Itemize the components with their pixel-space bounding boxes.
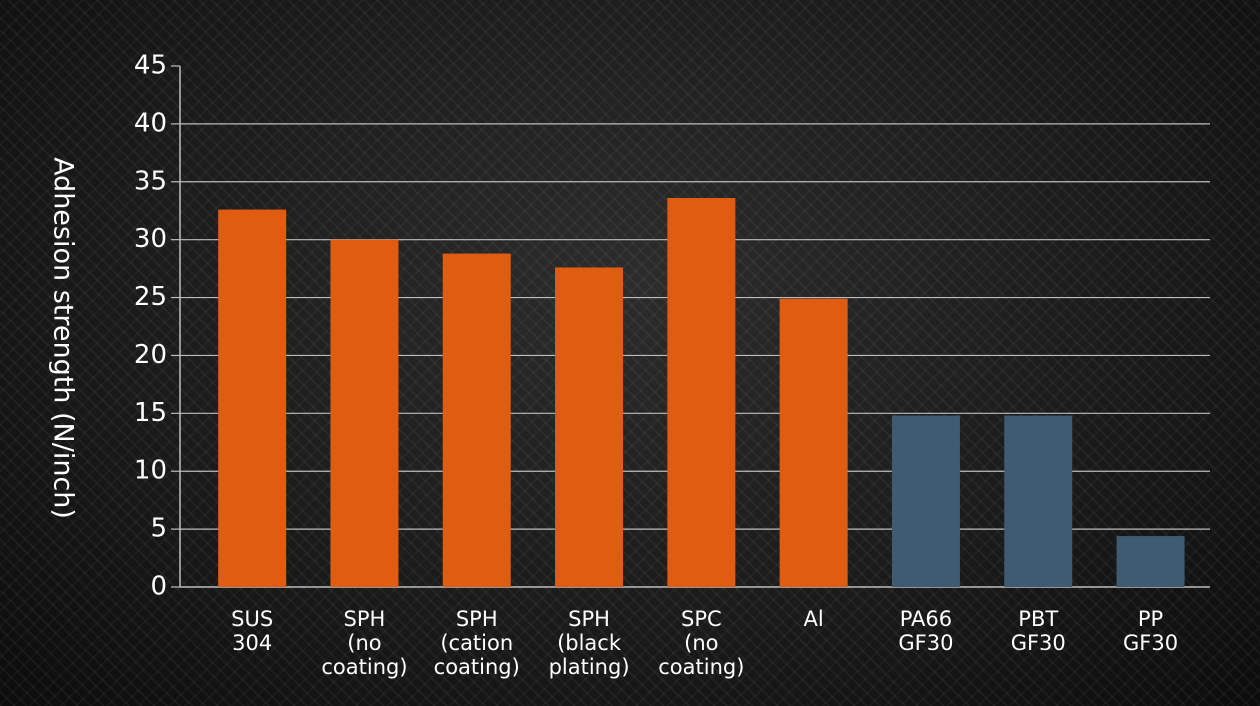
x-category-label-line: (no bbox=[347, 631, 381, 655]
x-category-label-line: coating) bbox=[434, 655, 520, 679]
x-category-label-line: SPH bbox=[568, 607, 610, 631]
bar bbox=[330, 239, 399, 587]
bar bbox=[442, 253, 511, 587]
x-category-label-line: SPC bbox=[681, 607, 722, 631]
y-tick-label: 20 bbox=[134, 340, 167, 370]
x-category-label-line: GF30 bbox=[1011, 631, 1066, 655]
x-category-label-line: SPH bbox=[344, 607, 386, 631]
x-category-label-line: Al bbox=[804, 607, 824, 631]
y-axis-title: Adhesion strength (N/inch) bbox=[48, 157, 79, 519]
x-category-label-line: 304 bbox=[232, 631, 272, 655]
y-tick-label: 5 bbox=[150, 514, 167, 544]
x-category-label: PP GF30 bbox=[1123, 607, 1178, 655]
bar bbox=[1116, 536, 1185, 587]
x-category-label: PA66 GF30 bbox=[898, 607, 953, 655]
y-tick-label: 10 bbox=[134, 456, 167, 486]
x-category-label-line: PA66 bbox=[900, 607, 952, 631]
x-category-label: SPH (black plating) bbox=[549, 607, 630, 679]
y-tick-label: 25 bbox=[134, 282, 167, 312]
x-category-label-line: SPH bbox=[456, 607, 498, 631]
y-tick-label: 0 bbox=[150, 572, 167, 602]
bar bbox=[891, 415, 960, 587]
y-tick-labels: 0 5 10 15 20 25 30 35 40 45 bbox=[134, 51, 167, 602]
bars bbox=[218, 197, 1185, 587]
x-category-label-line: (cation bbox=[440, 631, 513, 655]
bar bbox=[667, 197, 736, 587]
x-category-label-line: GF30 bbox=[1123, 631, 1178, 655]
y-tick-label: 30 bbox=[134, 224, 167, 254]
x-category-label-line: (black bbox=[557, 631, 622, 655]
x-category-label: PBT GF30 bbox=[1011, 607, 1066, 655]
x-category-label: SPH (cation coating) bbox=[434, 607, 520, 679]
y-tick-label: 35 bbox=[134, 166, 167, 196]
x-category-label-line: coating) bbox=[321, 655, 407, 679]
x-category-label-line: PBT bbox=[1018, 607, 1058, 631]
y-tick-label: 45 bbox=[134, 51, 167, 81]
x-category-label: SPH (no coating) bbox=[321, 607, 407, 679]
x-category-label-line: plating) bbox=[549, 655, 630, 679]
x-category-label: Al bbox=[804, 607, 824, 631]
bar bbox=[779, 298, 848, 587]
x-category-label-line: PP bbox=[1138, 607, 1163, 631]
bar bbox=[218, 209, 287, 587]
bar bbox=[555, 267, 624, 587]
x-category-label: SPC (no coating) bbox=[658, 607, 744, 679]
x-category-label: SUS 304 bbox=[231, 607, 273, 655]
x-category-label-line: (no bbox=[684, 631, 718, 655]
x-category-label-line: GF30 bbox=[898, 631, 953, 655]
x-category-label-line: coating) bbox=[658, 655, 744, 679]
x-category-label-line: SUS bbox=[231, 607, 273, 631]
y-tick-label: 15 bbox=[134, 398, 167, 428]
bar bbox=[1004, 415, 1073, 587]
y-tick-label: 40 bbox=[134, 108, 167, 138]
